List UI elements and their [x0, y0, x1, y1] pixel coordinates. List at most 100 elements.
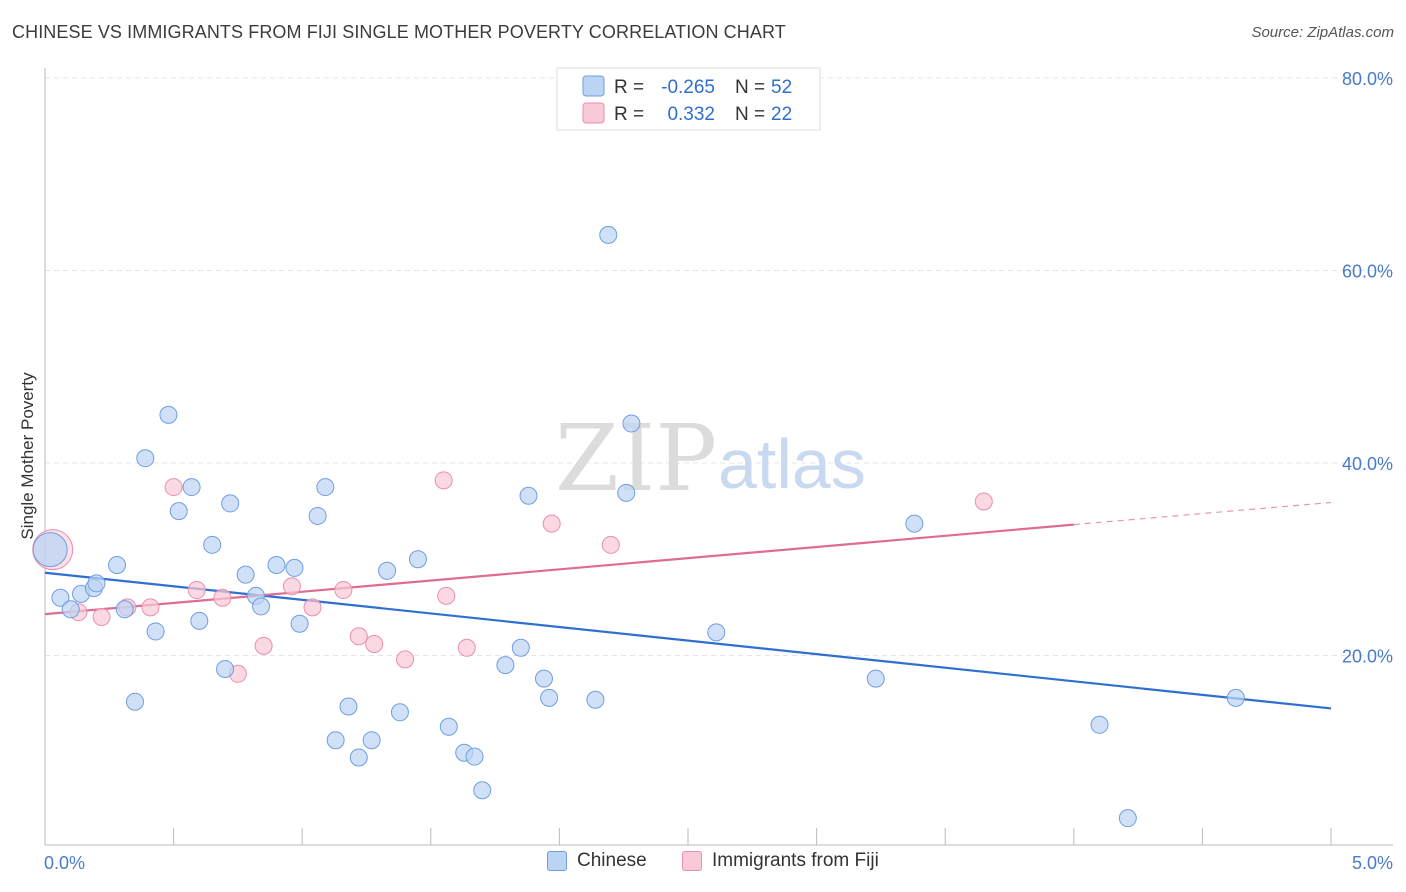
point-fiji	[254, 636, 273, 655]
point-fiji	[187, 581, 206, 600]
x-tick-label-max: 5.0%	[1352, 853, 1393, 873]
point-chinese	[622, 414, 641, 433]
point-chinese	[408, 550, 427, 569]
x-axis-ticks	[173, 828, 1332, 845]
y-axis-label: Single Mother Poverty	[18, 372, 37, 540]
point-chinese	[126, 692, 145, 711]
legend-item-chinese[interactable]: Chinese	[547, 850, 647, 872]
point-chinese	[1090, 715, 1109, 734]
point-fiji	[974, 492, 993, 511]
y-tick-label: 80.0%	[1342, 69, 1393, 89]
point-chinese	[146, 622, 165, 641]
point-chinese	[32, 532, 68, 568]
legend-r-value-chinese: -0.265	[661, 77, 715, 98]
trend-line-fiji	[44, 523, 1074, 616]
point-chinese	[115, 600, 134, 619]
point-chinese	[599, 225, 618, 244]
legend-n-label-fiji: N =	[735, 104, 765, 125]
point-chinese	[252, 597, 271, 616]
x-tick-label-min: 0.0%	[44, 853, 85, 873]
point-fiji	[213, 588, 232, 607]
point-chinese	[61, 600, 80, 619]
point-chinese	[51, 588, 70, 607]
point-chinese	[1226, 688, 1245, 707]
y-tick-label: 40.0%	[1342, 454, 1393, 474]
point-chinese	[617, 483, 636, 502]
point-chinese	[87, 574, 106, 593]
legend-swatch-fiji	[582, 102, 605, 124]
point-fiji	[457, 638, 476, 657]
point-chinese	[316, 478, 335, 497]
point-chinese	[362, 731, 381, 750]
legend-r-value-fiji: 0.332	[667, 104, 715, 125]
legend-swatch-fiji-bottom	[682, 851, 702, 871]
point-fiji	[365, 634, 384, 653]
point-chinese	[473, 781, 492, 800]
legend-n-value-fiji: 22	[771, 104, 792, 125]
point-chinese	[159, 405, 178, 424]
correlation-legend: R = -0.265 N = 52 R = 0.332 N = 22	[556, 67, 821, 131]
trend-line-fiji-extension	[1073, 501, 1332, 526]
point-chinese	[108, 556, 127, 575]
point-chinese	[169, 502, 188, 521]
point-chinese	[390, 703, 409, 722]
point-chinese	[136, 449, 155, 468]
point-chinese	[285, 558, 304, 577]
legend-n-value-chinese: 52	[771, 77, 792, 98]
series-chinese-points	[32, 225, 1245, 828]
y-tick-label: 20.0%	[1342, 647, 1393, 667]
legend-r-label-chinese: R =	[614, 77, 644, 98]
point-chinese	[308, 506, 327, 525]
point-fiji	[141, 598, 160, 617]
point-chinese	[203, 535, 222, 554]
point-chinese	[267, 556, 286, 575]
point-chinese	[465, 747, 484, 766]
point-fiji	[92, 608, 111, 626]
point-fiji	[396, 650, 415, 669]
point-chinese	[496, 656, 515, 675]
point-fiji	[349, 627, 368, 646]
point-chinese	[182, 478, 201, 497]
point-chinese	[534, 669, 553, 688]
point-chinese	[236, 565, 255, 584]
point-fiji	[334, 581, 353, 600]
legend-label-fiji: Immigrants from Fiji	[712, 850, 879, 871]
point-chinese	[519, 486, 538, 505]
point-chinese	[707, 623, 726, 642]
legend-label-chinese: Chinese	[577, 850, 647, 871]
chart-title: CHINESE VS IMMIGRANTS FROM FIJI SINGLE M…	[12, 22, 786, 42]
watermark-atlas: atlas	[718, 425, 866, 503]
point-fiji	[601, 535, 620, 554]
trend-line-chinese	[44, 571, 1332, 710]
point-chinese	[586, 690, 605, 709]
point-chinese	[216, 659, 235, 678]
point-chinese	[905, 514, 924, 533]
legend-n-label-chinese: N =	[735, 77, 765, 98]
point-chinese	[511, 638, 530, 657]
point-fiji	[303, 598, 322, 617]
y-tick-labels: 80.0% 60.0% 40.0% 20.0%	[1342, 69, 1393, 667]
chart-source: Source: ZipAtlas.com	[1251, 24, 1394, 41]
legend-item-fiji[interactable]: Immigrants from Fiji	[682, 850, 879, 872]
point-chinese	[190, 611, 209, 630]
point-fiji	[542, 514, 561, 533]
point-chinese	[221, 494, 240, 513]
legend-r-label-fiji: R =	[614, 104, 644, 125]
point-fiji	[282, 577, 301, 596]
point-chinese	[866, 669, 885, 688]
point-chinese	[339, 697, 358, 716]
point-chinese	[378, 561, 397, 580]
point-chinese	[326, 731, 345, 750]
y-tick-label: 60.0%	[1342, 262, 1393, 282]
point-fiji	[434, 471, 453, 490]
point-chinese	[290, 614, 309, 633]
legend-swatch-chinese-bottom	[547, 851, 567, 871]
point-chinese	[540, 688, 559, 707]
point-chinese	[349, 748, 368, 767]
point-chinese	[1118, 809, 1137, 828]
point-chinese	[439, 717, 458, 736]
legend-swatch-chinese	[582, 75, 605, 97]
point-fiji	[437, 586, 456, 605]
point-fiji	[164, 478, 183, 497]
